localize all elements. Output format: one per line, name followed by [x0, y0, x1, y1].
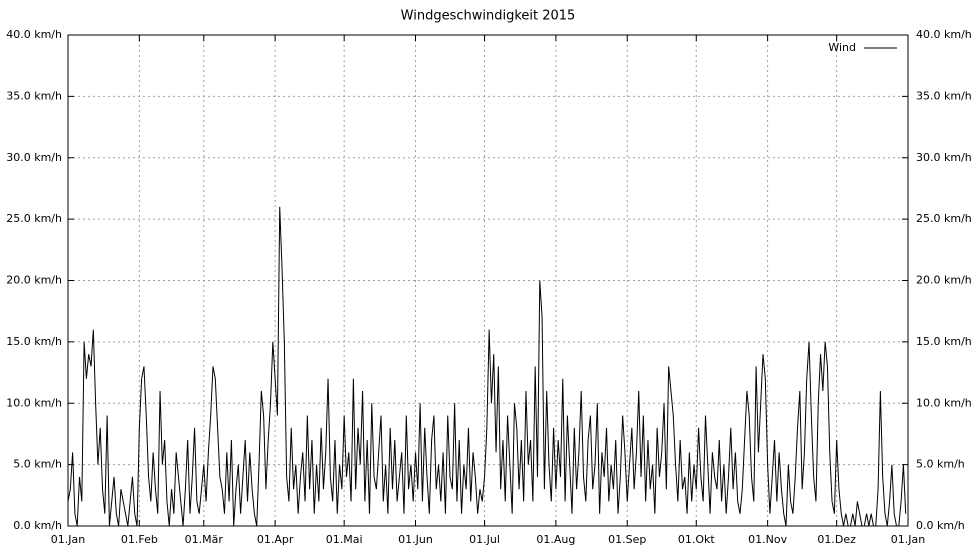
y-tick-label: 40.0 km/h — [6, 28, 62, 41]
y-tick-label: 30.0 km/h — [6, 151, 62, 164]
y2-tick-label: 30.0 km/h — [916, 151, 972, 164]
y2-tick-label: 40.0 km/h — [916, 28, 972, 41]
x-tick-label: 01.Okt — [678, 533, 716, 546]
y2-tick-label: 5.0 km/h — [916, 458, 965, 471]
x-tick-label: 01.Dez — [817, 533, 856, 546]
wind-line — [67, 206, 907, 527]
y2-tick-label: 25.0 km/h — [916, 212, 972, 225]
x-tick-label: 01.Jul — [469, 533, 500, 546]
y2-tick-label: 0.0 km/h — [916, 519, 965, 532]
x-tick-label: 01.Mai — [326, 533, 363, 546]
x-tick-label: 01.Jan — [51, 533, 85, 546]
legend-label: Wind — [828, 41, 856, 54]
y2-tick-label: 10.0 km/h — [916, 396, 972, 409]
y-tick-label: 25.0 km/h — [6, 212, 62, 225]
x-tick-label: 01.Sep — [608, 533, 646, 546]
x-tick-label: 01.Jan — [891, 533, 925, 546]
y2-tick-label: 15.0 km/h — [916, 335, 972, 348]
x-tick-label: 01.Aug — [536, 533, 575, 546]
x-tick-label: 01.Mär — [185, 533, 224, 546]
chart-title: Windgeschwindigkeit 2015 — [401, 9, 576, 24]
x-tick-label: 01.Nov — [748, 533, 787, 546]
x-tick-label: 01.Jun — [398, 533, 433, 546]
y2-tick-label: 20.0 km/h — [916, 274, 972, 287]
y-tick-label: 15.0 km/h — [6, 335, 62, 348]
plot-frame — [67, 34, 909, 527]
x-tick-label: 01.Feb — [121, 533, 158, 546]
y-tick-label: 20.0 km/h — [6, 274, 62, 287]
y-tick-label: 35.0 km/h — [6, 89, 62, 102]
y-tick-label: 10.0 km/h — [6, 396, 62, 409]
x-tick-label: 01.Apr — [257, 533, 294, 546]
y-tick-label: 5.0 km/h — [13, 458, 62, 471]
y-tick-label: 0.0 km/h — [13, 519, 62, 532]
y2-tick-label: 35.0 km/h — [916, 89, 972, 102]
